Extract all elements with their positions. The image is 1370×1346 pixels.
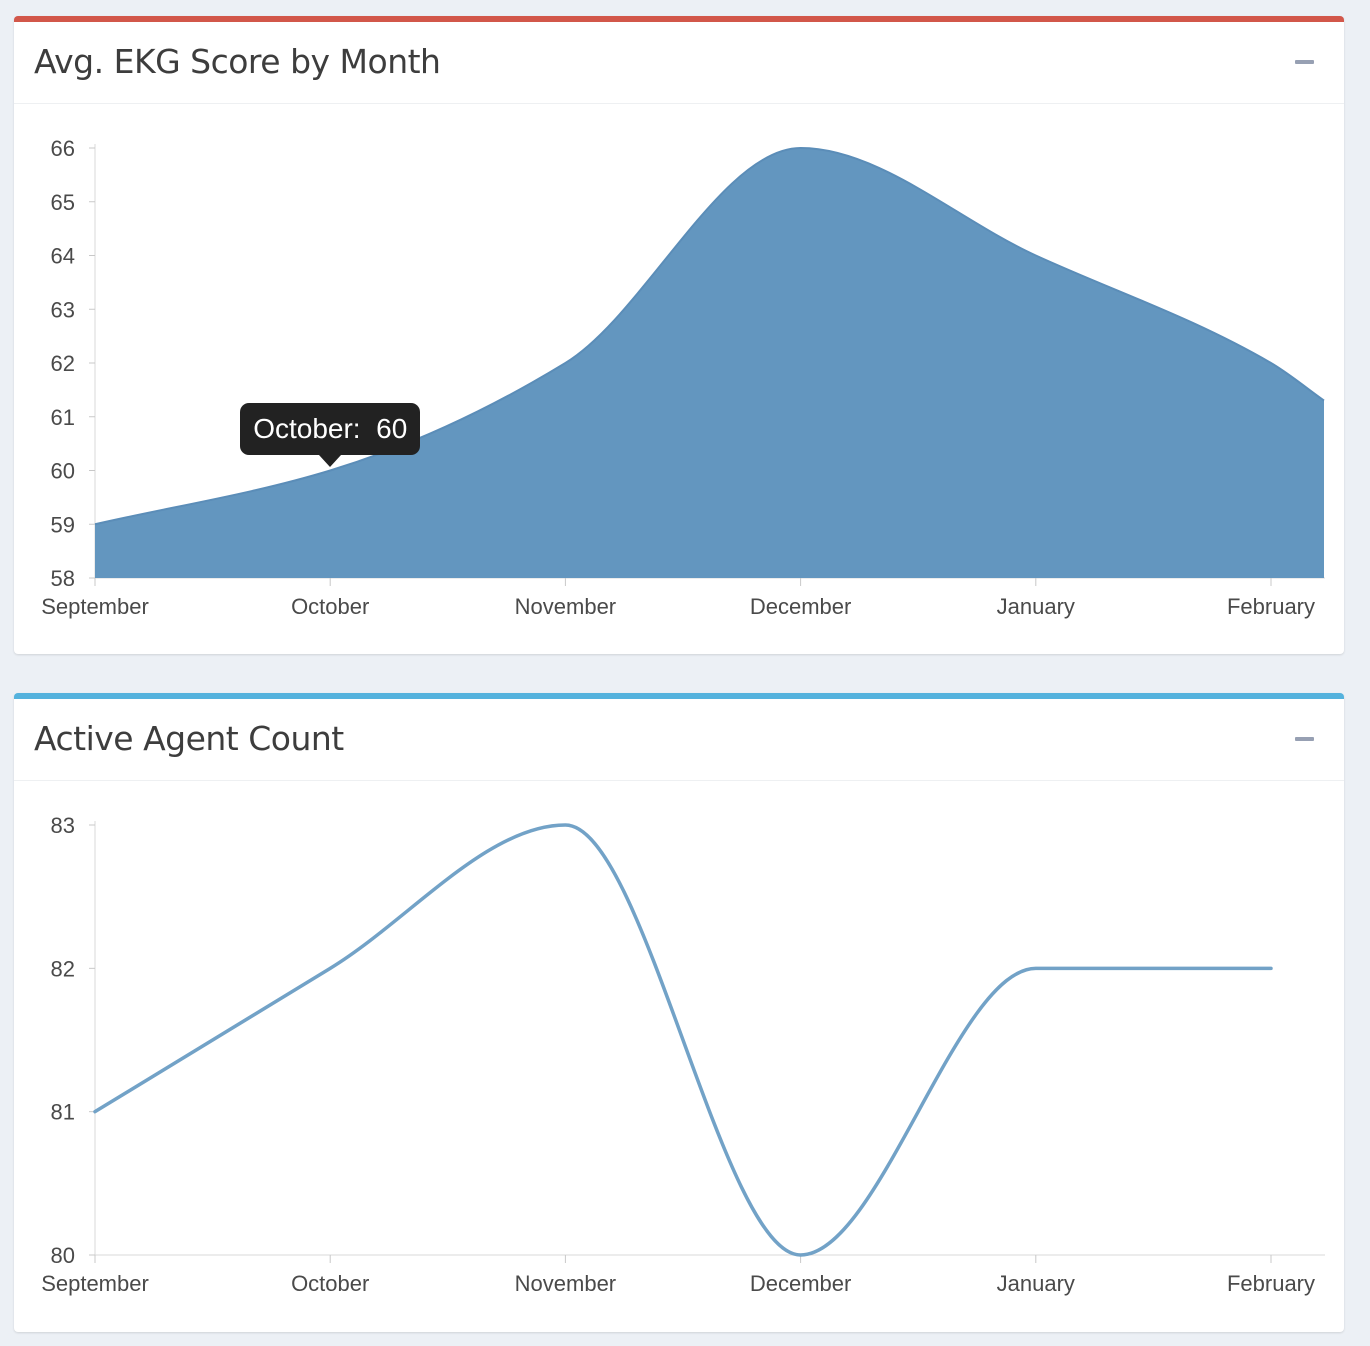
agent-count-panel: Active Agent Count 80 81 82 83 September Octo… <box>14 693 1344 1332</box>
collapse-button[interactable] <box>1286 48 1322 76</box>
tooltip-value: 60 <box>376 412 408 444</box>
y-tick-label: 81 <box>51 1100 75 1125</box>
y-tick-label: 83 <box>51 813 75 838</box>
panel-header: Avg. EKG Score by Month <box>14 22 1344 104</box>
minus-icon <box>1295 737 1314 741</box>
panel-title: Active Agent Count <box>34 719 344 758</box>
y-tick-label: 66 <box>51 136 75 161</box>
y-tick-label: 62 <box>51 351 75 376</box>
collapse-button[interactable] <box>1286 725 1322 753</box>
y-tick-label: 65 <box>51 190 75 215</box>
area-fill <box>95 148 1324 578</box>
x-tick-label: December <box>750 1271 851 1296</box>
x-tick-label: September <box>41 1271 149 1296</box>
tooltip-label: October: <box>253 412 361 444</box>
series-line <box>93 823 1273 1257</box>
series-line <box>94 146 1325 526</box>
x-tick-label: February <box>1227 594 1315 619</box>
y-tick-label: 60 <box>51 459 75 484</box>
minus-icon <box>1295 60 1314 64</box>
x-tick-label: February <box>1227 1271 1315 1296</box>
x-tick-label: October <box>291 1271 369 1296</box>
tooltip-arrow <box>319 454 342 467</box>
x-tick-label: January <box>997 594 1075 619</box>
ekg-score-panel: Avg. EKG Score by Month 58 59 60 61 62 63 64 65… <box>14 16 1344 654</box>
y-tick-label: 80 <box>51 1243 75 1268</box>
y-tick-label: 63 <box>51 297 75 322</box>
chart-tooltip: October: 60 <box>240 402 421 455</box>
panel-header: Active Agent Count <box>14 699 1344 781</box>
y-tick-label: 61 <box>51 405 75 430</box>
y-tick-label: 82 <box>51 956 75 981</box>
x-tick-label: January <box>997 1271 1075 1296</box>
y-tick-label: 58 <box>51 566 75 591</box>
x-tick-label: September <box>41 594 149 619</box>
x-tick-label: December <box>750 594 851 619</box>
x-tick-label: November <box>515 594 616 619</box>
x-tick-label: November <box>515 1271 616 1296</box>
y-tick-label: 59 <box>51 512 75 537</box>
agent-line-chart: 80 81 82 83 September October November December… <box>41 813 1325 1296</box>
y-tick-label: 64 <box>51 244 75 269</box>
ekg-area-chart: 58 59 60 61 62 63 64 65 66 September October Novemb… <box>41 136 1325 619</box>
panel-title: Avg. EKG Score by Month <box>34 42 441 81</box>
x-tick-label: October <box>291 594 369 619</box>
